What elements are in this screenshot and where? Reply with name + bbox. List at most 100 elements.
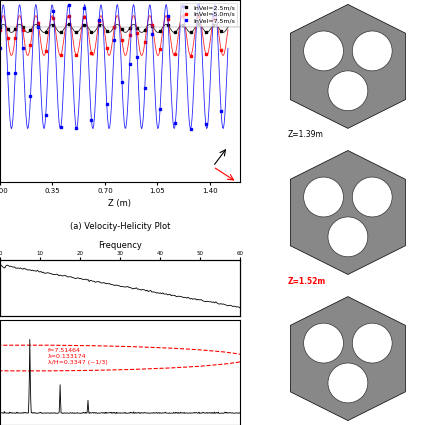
InVel=5.0m/s <box>119 38 125 43</box>
InVel=7.5m/s <box>134 55 140 60</box>
Circle shape <box>352 323 392 363</box>
InVel=5.0m/s <box>173 51 178 57</box>
InVel=2.5m/s <box>36 23 41 28</box>
InVel=5.0m/s <box>211 16 216 21</box>
Circle shape <box>328 363 368 403</box>
InVel=7.5m/s <box>81 5 86 10</box>
InVel=5.0m/s <box>28 42 33 48</box>
InVel=7.5m/s <box>158 107 163 112</box>
Polygon shape <box>290 297 405 421</box>
InVel=7.5m/s <box>28 94 33 99</box>
Polygon shape <box>290 4 405 128</box>
InVel=7.5m/s <box>0 46 3 51</box>
InVel=2.5m/s <box>28 28 33 33</box>
InVel=5.0m/s <box>43 48 49 54</box>
InVel=7.5m/s <box>173 121 178 126</box>
InVel=7.5m/s <box>150 31 155 37</box>
InVel=5.0m/s <box>165 17 170 22</box>
InVel=2.5m/s <box>142 27 147 32</box>
InVel=2.5m/s <box>134 25 140 30</box>
InVel=7.5m/s <box>58 124 64 129</box>
InVel=7.5m/s <box>195 3 201 8</box>
InVel=2.5m/s <box>158 28 163 34</box>
InVel=5.0m/s <box>188 53 193 58</box>
InVel=2.5m/s <box>20 25 25 30</box>
InVel=7.5m/s <box>12 70 18 75</box>
InVel=5.0m/s <box>112 24 117 29</box>
InVel=5.0m/s <box>5 35 10 40</box>
Line: InVel=7.5m/s: InVel=7.5m/s <box>0 3 222 130</box>
InVel=7.5m/s <box>119 79 125 85</box>
InVel=7.5m/s <box>20 46 25 51</box>
InVel=7.5m/s <box>142 85 147 91</box>
Polygon shape <box>290 150 405 275</box>
InVel=2.5m/s <box>97 23 102 28</box>
InVel=5.0m/s <box>104 45 109 50</box>
Text: f=7.51464
λ=0.133174
λ/H=0.3347 (~1/3): f=7.51464 λ=0.133174 λ/H=0.3347 (~1/3) <box>48 348 108 365</box>
InVel=2.5m/s <box>58 30 64 35</box>
InVel=2.5m/s <box>218 29 224 34</box>
InVel=2.5m/s <box>104 28 109 34</box>
InVel=7.5m/s <box>66 2 71 7</box>
InVel=5.0m/s <box>89 50 94 55</box>
InVel=5.0m/s <box>97 18 102 23</box>
Circle shape <box>303 177 344 217</box>
Line: InVel=2.5m/s: InVel=2.5m/s <box>0 23 222 34</box>
InVel=2.5m/s <box>127 26 132 31</box>
InVel=2.5m/s <box>51 23 56 28</box>
Circle shape <box>328 71 368 110</box>
InVel=7.5m/s <box>127 61 132 66</box>
InVel=2.5m/s <box>173 29 178 34</box>
InVel=7.5m/s <box>97 17 102 23</box>
Text: (a) Velocity-Helicity Plot: (a) Velocity-Helicity Plot <box>70 222 170 231</box>
InVel=7.5m/s <box>36 24 41 29</box>
Legend: InVel=2.5m/s, InVel=5.0m/s, InVel=7.5m/s: InVel=2.5m/s, InVel=5.0m/s, InVel=7.5m/s <box>180 3 237 26</box>
X-axis label: Z (m): Z (m) <box>109 199 131 208</box>
InVel=7.5m/s <box>211 12 216 17</box>
InVel=2.5m/s <box>81 22 86 27</box>
InVel=5.0m/s <box>0 27 3 32</box>
InVel=5.0m/s <box>36 20 41 25</box>
InVel=2.5m/s <box>119 27 125 32</box>
Text: Z=1.52m: Z=1.52m <box>288 277 326 286</box>
InVel=2.5m/s <box>150 24 155 29</box>
Line: InVel=5.0m/s: InVel=5.0m/s <box>0 14 222 57</box>
InVel=5.0m/s <box>180 14 186 19</box>
InVel=2.5m/s <box>0 25 3 30</box>
InVel=2.5m/s <box>5 26 10 31</box>
X-axis label: Frequency: Frequency <box>98 241 142 250</box>
InVel=5.0m/s <box>134 30 140 35</box>
InVel=5.0m/s <box>12 35 18 40</box>
InVel=2.5m/s <box>180 22 186 27</box>
InVel=5.0m/s <box>58 52 64 57</box>
InVel=2.5m/s <box>112 24 117 29</box>
InVel=5.0m/s <box>203 51 209 57</box>
InVel=7.5m/s <box>218 108 224 113</box>
InVel=2.5m/s <box>66 22 71 27</box>
InVel=7.5m/s <box>104 102 109 107</box>
Circle shape <box>328 217 368 257</box>
InVel=5.0m/s <box>195 13 201 18</box>
InVel=2.5m/s <box>89 29 94 34</box>
InVel=5.0m/s <box>218 47 224 52</box>
Circle shape <box>303 31 344 71</box>
InVel=7.5m/s <box>89 118 94 123</box>
InVel=5.0m/s <box>142 40 147 45</box>
InVel=2.5m/s <box>195 22 201 27</box>
InVel=5.0m/s <box>66 13 71 18</box>
InVel=7.5m/s <box>203 122 209 127</box>
Circle shape <box>303 323 344 363</box>
InVel=7.5m/s <box>43 113 49 118</box>
InVel=7.5m/s <box>73 126 79 131</box>
InVel=7.5m/s <box>165 14 170 19</box>
Circle shape <box>352 177 392 217</box>
InVel=7.5m/s <box>51 9 56 14</box>
InVel=2.5m/s <box>203 30 209 35</box>
InVel=2.5m/s <box>165 23 170 28</box>
Text: Z=1.39m: Z=1.39m <box>288 130 324 139</box>
InVel=7.5m/s <box>5 70 10 75</box>
InVel=5.0m/s <box>127 32 132 37</box>
InVel=7.5m/s <box>180 3 186 8</box>
InVel=2.5m/s <box>211 23 216 28</box>
InVel=5.0m/s <box>73 53 79 58</box>
